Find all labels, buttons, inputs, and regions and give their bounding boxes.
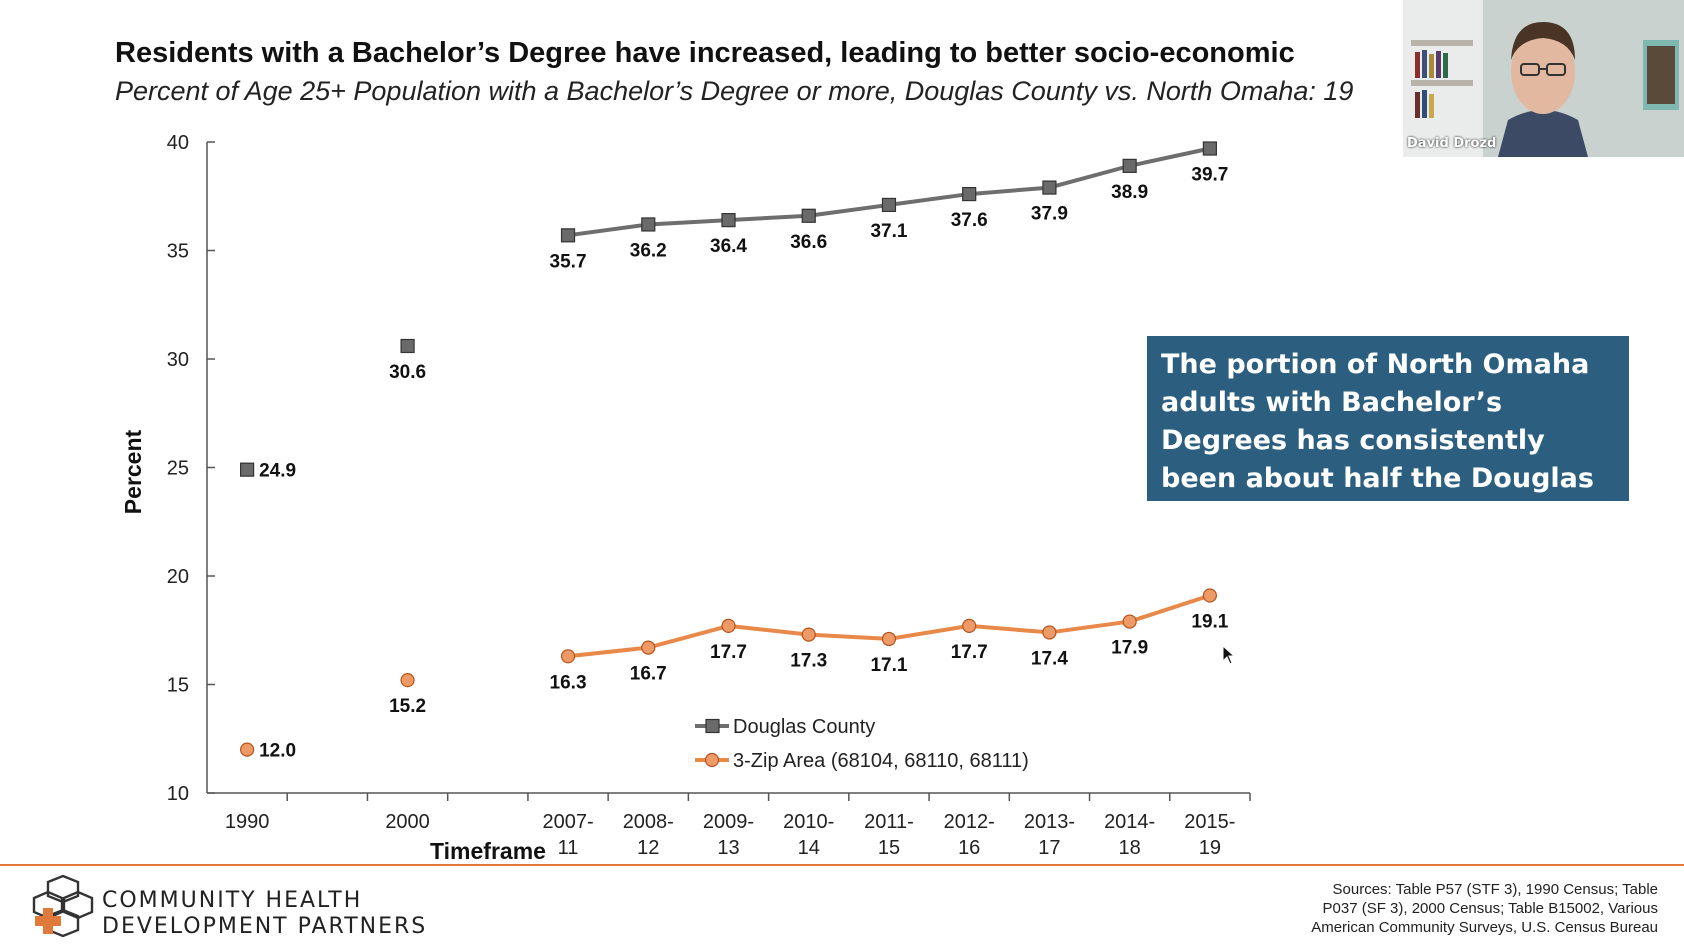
data-point-three-zip-area: [721, 618, 736, 634]
data-label: 17.7: [951, 642, 988, 663]
x-tick-label: 16: [958, 837, 980, 859]
chart-legend: Douglas County 3-Zip Area (68104, 68110, …: [695, 716, 1029, 772]
legend-label: Douglas County: [733, 716, 875, 738]
data-label: 17.1: [870, 655, 907, 676]
x-tick-label: 2007-: [542, 811, 593, 833]
data-label: 17.9: [1111, 638, 1148, 659]
x-tick-label: 2008-: [623, 811, 674, 833]
data-label: 30.6: [389, 362, 426, 383]
data-label: 36.4: [710, 236, 747, 257]
data-label: 35.7: [550, 251, 587, 272]
logo-wordmark: COMMUNITY HEALTH DEVELOPMENT PARTNERS: [102, 888, 427, 940]
data-point-three-zip-area: [1202, 588, 1217, 603]
x-tick-label: 2009-: [703, 811, 754, 833]
data-point-douglas-county: [1202, 141, 1217, 156]
footer-divider: [0, 864, 1684, 866]
data-point-three-zip-area: [560, 649, 576, 664]
legend-swatch-square: [705, 718, 720, 734]
x-tick-label: 12: [637, 837, 659, 859]
data-point-three-zip-area: [881, 631, 897, 647]
data-point-three-zip-area: [400, 673, 415, 688]
chart-axes: 10 15 20 25 30 35 40 1990 2000 2007- 11 2008- 12 2009…: [120, 132, 1251, 864]
data-point-douglas-county: [881, 197, 897, 213]
data-point-douglas-county: [560, 228, 576, 243]
data-label: 37.1: [870, 221, 907, 242]
x-tick-label: 19: [1199, 837, 1221, 859]
sources-line-3: American Community Surveys, U.S. Census …: [1311, 919, 1658, 936]
data-label: 38.9: [1111, 182, 1148, 203]
x-tick-label: 13: [717, 837, 739, 859]
y-tick-label: 25: [167, 458, 189, 480]
x-tick-label: 2000: [385, 811, 430, 833]
x-tick-label: 2015-: [1184, 811, 1235, 833]
legend-swatch-circle: [704, 752, 720, 768]
data-point-three-zip-area: [962, 618, 977, 634]
data-point-douglas-county: [962, 186, 977, 202]
x-tick-label: 15: [878, 837, 900, 859]
data-point-douglas-county: [400, 338, 415, 354]
data-label: 24.9: [259, 461, 296, 482]
data-label: 37.6: [951, 210, 988, 231]
data-label: 12.0: [259, 741, 296, 762]
x-tick-label: 1990: [225, 811, 270, 833]
data-label: 17.7: [710, 642, 747, 663]
logo-line-1: COMMUNITY HEALTH: [102, 888, 363, 913]
data-label: 37.9: [1031, 204, 1068, 225]
y-tick-label: 15: [167, 675, 189, 697]
data-point-douglas-county: [641, 217, 656, 232]
data-label: 36.6: [790, 232, 827, 253]
slide-subtitle: Percent of Age 25+ Population with a Bac…: [115, 76, 1354, 106]
y-tick-label: 30: [167, 349, 189, 371]
x-tick-label: 2010-: [783, 811, 834, 833]
x-tick-label: 14: [798, 837, 820, 859]
webcam-participant-name: David Drozd: [1407, 136, 1497, 151]
data-label: 39.7: [1191, 165, 1228, 186]
data-point-douglas-county: [1042, 180, 1057, 195]
chart-series: [240, 141, 1217, 757]
y-axis-title: Percent: [120, 429, 146, 514]
community-health-logo-icon: [32, 874, 94, 938]
chart-data-labels: 24.9 30.6 35.7 36.2 36.4 36.6 37.1 37.6 37.9 38.9…: [259, 165, 1229, 762]
webcam-video-icon: [1403, 0, 1684, 157]
data-label: 16.7: [630, 664, 667, 685]
y-tick-label: 40: [167, 132, 189, 154]
data-point-three-zip-area: [1122, 614, 1137, 629]
y-tick-label: 35: [167, 241, 189, 263]
data-point-douglas-county: [1122, 158, 1137, 173]
x-tick-label: 11: [558, 837, 579, 859]
slide-title: Residents with a Bachelor’s Degree have …: [115, 37, 1295, 69]
sources-note: Sources: Table P57 (STF 3), 1990 Census;…: [1238, 880, 1658, 937]
data-label: 16.3: [550, 672, 587, 693]
sources-line-1: Sources: Table P57 (STF 3), 1990 Census;…: [1332, 881, 1658, 898]
x-tick-label: 2012-: [944, 811, 995, 833]
x-tick-label: 17: [1038, 837, 1060, 859]
data-point-three-zip-area: [641, 640, 656, 655]
data-label: 17.3: [790, 651, 827, 672]
data-point-douglas-county: [240, 462, 255, 477]
logo-line-2: DEVELOPMENT PARTNERS: [102, 914, 428, 939]
webcam-thumbnail[interactable]: David Drozd: [1403, 0, 1684, 157]
x-tick-label: 2014-: [1104, 811, 1155, 833]
x-tick-label: 18: [1119, 837, 1141, 859]
data-point-douglas-county: [721, 213, 736, 228]
data-point-three-zip-area: [1042, 625, 1057, 640]
legend-label: 3-Zip Area (68104, 68110, 68111): [733, 750, 1029, 772]
y-tick-label: 10: [167, 783, 189, 805]
x-tick-label: 2013-: [1024, 811, 1075, 833]
callout-box: The portion of North Omaha adults with B…: [1147, 336, 1629, 532]
data-label: 19.1: [1191, 612, 1228, 633]
data-point-three-zip-area: [801, 627, 816, 642]
data-point-douglas-county: [801, 208, 816, 223]
data-label: 15.2: [389, 696, 426, 717]
data-label: 17.4: [1031, 648, 1068, 669]
x-axis-title: Timeframe: [430, 838, 546, 864]
x-tick-label: 2011-: [864, 811, 914, 833]
sources-line-2: P037 (SF 3), 2000 Census; Table B15002, …: [1322, 900, 1659, 917]
mouse-cursor-icon: [1222, 645, 1236, 665]
y-tick-label: 20: [167, 566, 189, 588]
data-label: 36.2: [630, 240, 667, 261]
data-point-three-zip-area: [240, 742, 255, 757]
